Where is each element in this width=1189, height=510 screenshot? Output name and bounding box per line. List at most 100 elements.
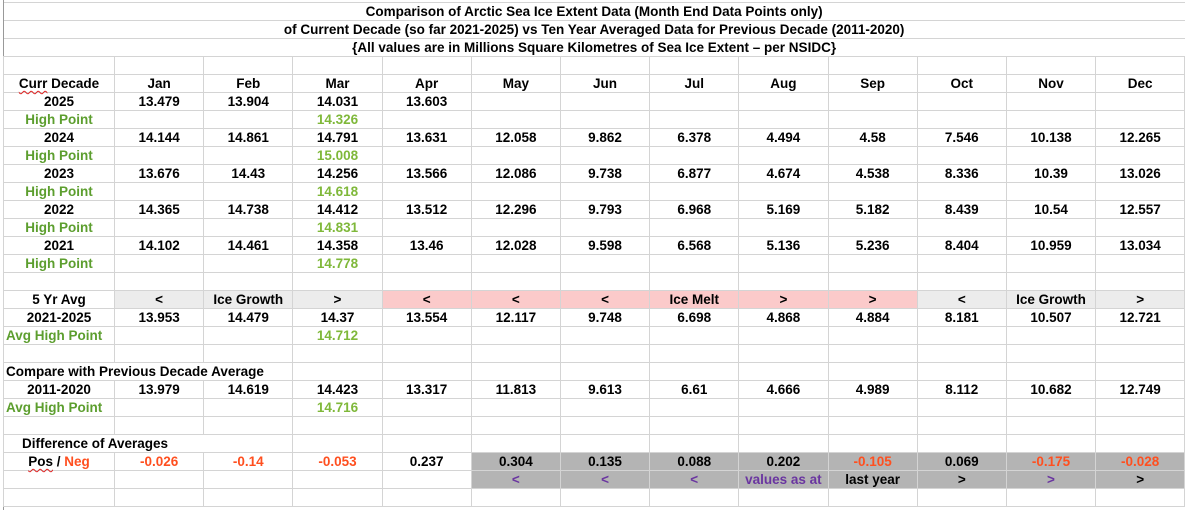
season-marker[interactable]: <: [381, 290, 472, 309]
empty-cell[interactable]: [381, 56, 472, 75]
value-cell[interactable]: 7.546: [916, 128, 1007, 147]
note-cell[interactable]: >: [916, 470, 1007, 489]
season-marker[interactable]: >: [1095, 290, 1186, 309]
title-line1[interactable]: Comparison of Arctic Sea Ice Extent Data…: [3, 2, 1185, 21]
value-cell[interactable]: 4.674: [738, 164, 829, 183]
avg-value[interactable]: 12.117: [470, 308, 561, 327]
empty-cell[interactable]: [559, 254, 651, 273]
empty-cell[interactable]: [3, 488, 115, 507]
value-cell[interactable]: 8.439: [916, 200, 1007, 219]
empty-cell[interactable]: [113, 110, 205, 129]
difference-value[interactable]: -0.053: [292, 452, 383, 471]
value-cell[interactable]: [649, 92, 740, 111]
empty-cell[interactable]: [827, 362, 918, 381]
difference-value[interactable]: -0.026: [113, 452, 205, 471]
empty-cell[interactable]: [113, 254, 205, 273]
empty-cell[interactable]: [381, 110, 472, 129]
empty-cell[interactable]: [1005, 254, 1097, 273]
value-cell[interactable]: 13.46: [381, 236, 472, 255]
value-cell[interactable]: 5.182: [827, 200, 918, 219]
empty-cell[interactable]: [916, 326, 1007, 345]
empty-cell[interactable]: [916, 488, 1007, 507]
value-cell[interactable]: 14.365: [113, 200, 205, 219]
empty-cell[interactable]: [470, 272, 561, 291]
value-cell[interactable]: 5.136: [738, 236, 829, 255]
empty-cell[interactable]: [916, 218, 1007, 237]
empty-cell[interactable]: [292, 488, 383, 507]
empty-cell[interactable]: [381, 272, 472, 291]
note-cell[interactable]: values as at: [738, 470, 829, 489]
empty-cell[interactable]: [827, 56, 918, 75]
note-cell[interactable]: last year: [827, 470, 918, 489]
empty-cell[interactable]: [738, 416, 829, 435]
empty-cell[interactable]: [1005, 56, 1097, 75]
empty-cell[interactable]: [113, 344, 205, 363]
empty-cell[interactable]: [916, 362, 1007, 381]
high-point-label[interactable]: High Point: [3, 146, 115, 165]
high-point-value[interactable]: 14.618: [292, 182, 383, 201]
value-cell[interactable]: 6.968: [649, 200, 740, 219]
difference-value[interactable]: -0.028: [1095, 452, 1186, 471]
prev-avg-value[interactable]: 8.112: [916, 380, 1007, 399]
empty-cell[interactable]: [738, 434, 829, 453]
season-marker[interactable]: <: [113, 290, 205, 309]
value-cell[interactable]: 9.862: [559, 128, 651, 147]
value-cell[interactable]: 8.336: [916, 164, 1007, 183]
year-label[interactable]: 2024: [3, 128, 115, 147]
avg-value[interactable]: 10.507: [1005, 308, 1097, 327]
empty-cell[interactable]: [827, 344, 918, 363]
empty-cell[interactable]: [559, 182, 651, 201]
value-cell[interactable]: 14.031: [292, 92, 383, 111]
empty-cell[interactable]: [1095, 182, 1186, 201]
empty-cell[interactable]: [559, 344, 651, 363]
empty-cell[interactable]: [1095, 146, 1186, 165]
high-point-label[interactable]: High Point: [3, 182, 115, 201]
empty-cell[interactable]: [1095, 488, 1186, 507]
note-cell[interactable]: <: [470, 470, 561, 489]
empty-cell[interactable]: [292, 470, 383, 489]
empty-cell[interactable]: [292, 416, 383, 435]
empty-cell[interactable]: [203, 254, 294, 273]
avg-value[interactable]: 13.554: [381, 308, 472, 327]
high-point-value[interactable]: 14.831: [292, 218, 383, 237]
empty-cell[interactable]: [381, 416, 472, 435]
empty-cell[interactable]: [470, 110, 561, 129]
value-cell[interactable]: 13.904: [203, 92, 294, 111]
avg-value[interactable]: 4.868: [738, 308, 829, 327]
empty-cell[interactable]: [203, 326, 294, 345]
value-cell[interactable]: [827, 92, 918, 111]
empty-cell[interactable]: [827, 254, 918, 273]
empty-cell[interactable]: [470, 416, 561, 435]
value-cell[interactable]: 14.43: [203, 164, 294, 183]
empty-cell[interactable]: [381, 362, 472, 381]
empty-cell[interactable]: [1095, 398, 1186, 417]
empty-cell[interactable]: [113, 56, 205, 75]
empty-cell[interactable]: [738, 56, 829, 75]
month-header-mar[interactable]: Mar: [292, 74, 383, 93]
empty-cell[interactable]: [559, 272, 651, 291]
month-header-nov[interactable]: Nov: [1005, 74, 1097, 93]
value-cell[interactable]: 13.479: [113, 92, 205, 111]
avg-high-point-label[interactable]: Avg High Point: [3, 326, 115, 345]
empty-cell[interactable]: [113, 488, 205, 507]
empty-cell[interactable]: [1005, 218, 1097, 237]
month-header-jun[interactable]: Jun: [559, 74, 651, 93]
empty-cell[interactable]: [649, 218, 740, 237]
empty-cell[interactable]: [649, 272, 740, 291]
value-cell[interactable]: 10.39: [1005, 164, 1097, 183]
empty-cell[interactable]: [649, 182, 740, 201]
value-cell[interactable]: 14.461: [203, 236, 294, 255]
value-cell[interactable]: [1095, 92, 1186, 111]
previous-range[interactable]: 2011-2020: [3, 380, 115, 399]
empty-cell[interactable]: [916, 56, 1007, 75]
empty-cell[interactable]: [1005, 416, 1097, 435]
empty-cell[interactable]: [738, 182, 829, 201]
month-header-apr[interactable]: Apr: [381, 74, 472, 93]
month-header-dec[interactable]: Dec: [1095, 74, 1186, 93]
title-line2[interactable]: of Current Decade (so far 2021-2025) vs …: [3, 20, 1185, 39]
value-cell[interactable]: 14.791: [292, 128, 383, 147]
empty-cell[interactable]: [292, 272, 383, 291]
difference-value[interactable]: -0.105: [827, 452, 918, 471]
empty-cell[interactable]: [381, 470, 472, 489]
high-point-value[interactable]: 14.778: [292, 254, 383, 273]
